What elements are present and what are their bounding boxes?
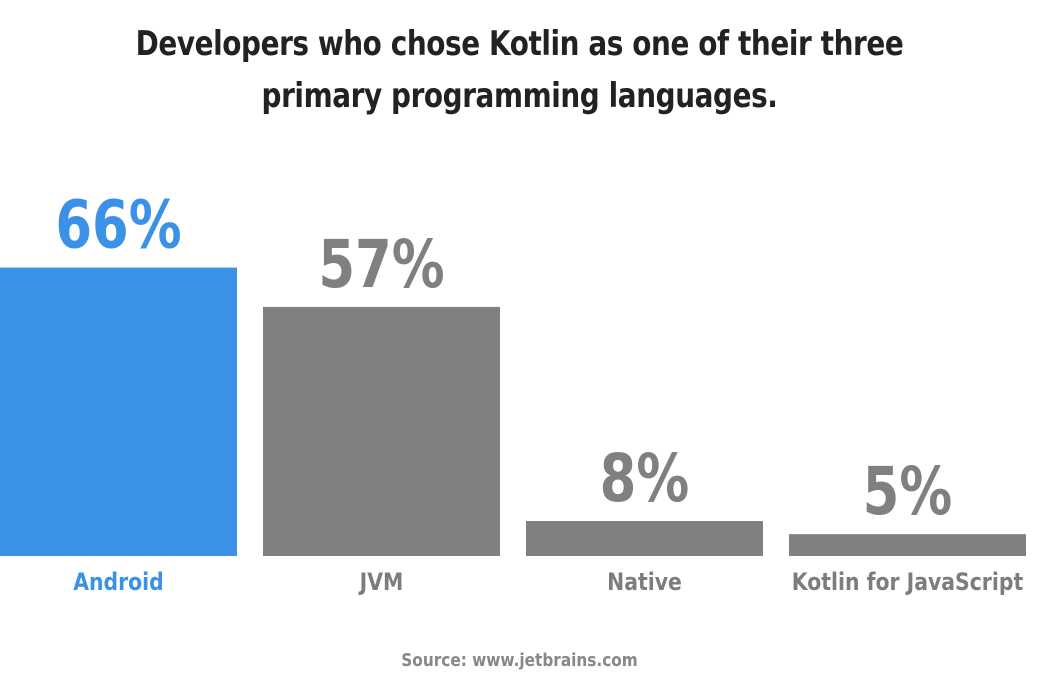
value-label: 5% xyxy=(863,455,953,531)
bar-android xyxy=(0,267,237,556)
value-label: 8% xyxy=(600,441,690,517)
value-label: 66% xyxy=(55,188,181,264)
bar-jvm xyxy=(263,306,500,556)
category-label: JVM xyxy=(358,568,404,596)
bar-kotlin-for-javascript xyxy=(789,534,1026,556)
bar-native xyxy=(526,521,763,556)
category-label: Native xyxy=(607,568,682,596)
bar-chart: 66% Android 57% JVM 8% Native 5% Kotlin for Jav… xyxy=(0,188,1026,596)
source-note: Source: www.jetbrains.com xyxy=(401,650,638,671)
value-label: 57% xyxy=(318,227,444,303)
category-label: Android xyxy=(73,568,164,596)
chart-title: Developers who chose Kotlin as one of th… xyxy=(135,24,904,116)
category-label: Kotlin for JavaScript xyxy=(792,568,1024,596)
